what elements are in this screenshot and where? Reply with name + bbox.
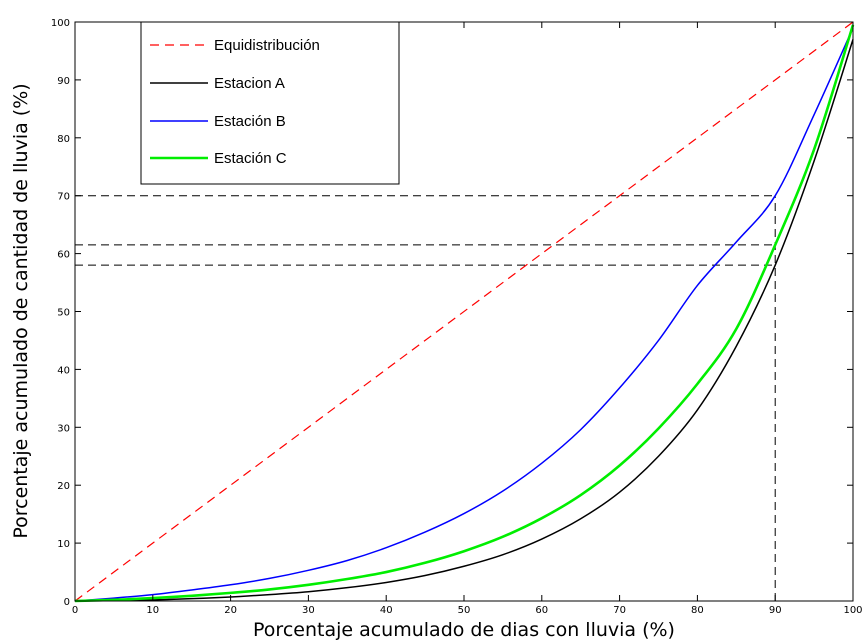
x-tick-label: 90	[769, 605, 782, 616]
y-tick-label: 70	[57, 192, 70, 203]
y-tick-label: 50	[57, 308, 70, 319]
axis-ticks: 0 10 20 30 40 50 60 70 80 90 100 0 10 20 30 40 50 60 70 80 9…	[51, 18, 863, 616]
series-estacion-b-line	[74, 27, 854, 602]
y-tick-label: 0	[64, 597, 70, 608]
y-tick-label: 80	[57, 134, 70, 145]
x-tick-label: 60	[535, 605, 548, 616]
series-equidistribucion-line	[74, 21, 854, 602]
y-tick-label: 100	[51, 18, 70, 29]
reference-lines	[75, 195, 776, 601]
y-tick-label: 90	[57, 76, 70, 87]
legend-item-equidistribucion-label: Equidistribución	[214, 37, 320, 54]
x-tick-label: 50	[458, 605, 471, 616]
y-tick-label: 30	[57, 423, 70, 434]
legend-item-estacion-c-label: Estación C	[214, 150, 287, 167]
y-axis-title: Porcentaje acumulado de cantidad de lluv…	[10, 83, 32, 538]
y-tick-label: 10	[57, 539, 70, 550]
x-tick-label: 20	[224, 605, 237, 616]
y-tick-label: 60	[57, 250, 70, 261]
x-tick-label: 30	[302, 605, 315, 616]
y-tick-label: 20	[57, 481, 70, 492]
series-estacion-c-line	[74, 24, 855, 603]
x-tick-label: 100	[843, 605, 862, 616]
y-tick-label: 40	[57, 365, 70, 376]
x-tick-label: 70	[613, 605, 626, 616]
series-layer	[74, 21, 855, 603]
x-tick-label: 10	[146, 605, 159, 616]
legend-item-estacion-a-label: Estacion A	[214, 75, 285, 92]
x-tick-label: 0	[72, 605, 78, 616]
x-axis-title: Porcentaje acumulado de dias con lluvia …	[253, 619, 675, 641]
legend-item-estacion-b-label: Estación B	[214, 113, 286, 130]
x-tick-label: 40	[380, 605, 393, 616]
series-estacion-a-line	[74, 39, 854, 602]
x-tick-label: 80	[691, 605, 704, 616]
legend: Equidistribución Estacion A Estación B Esta…	[140, 21, 400, 185]
